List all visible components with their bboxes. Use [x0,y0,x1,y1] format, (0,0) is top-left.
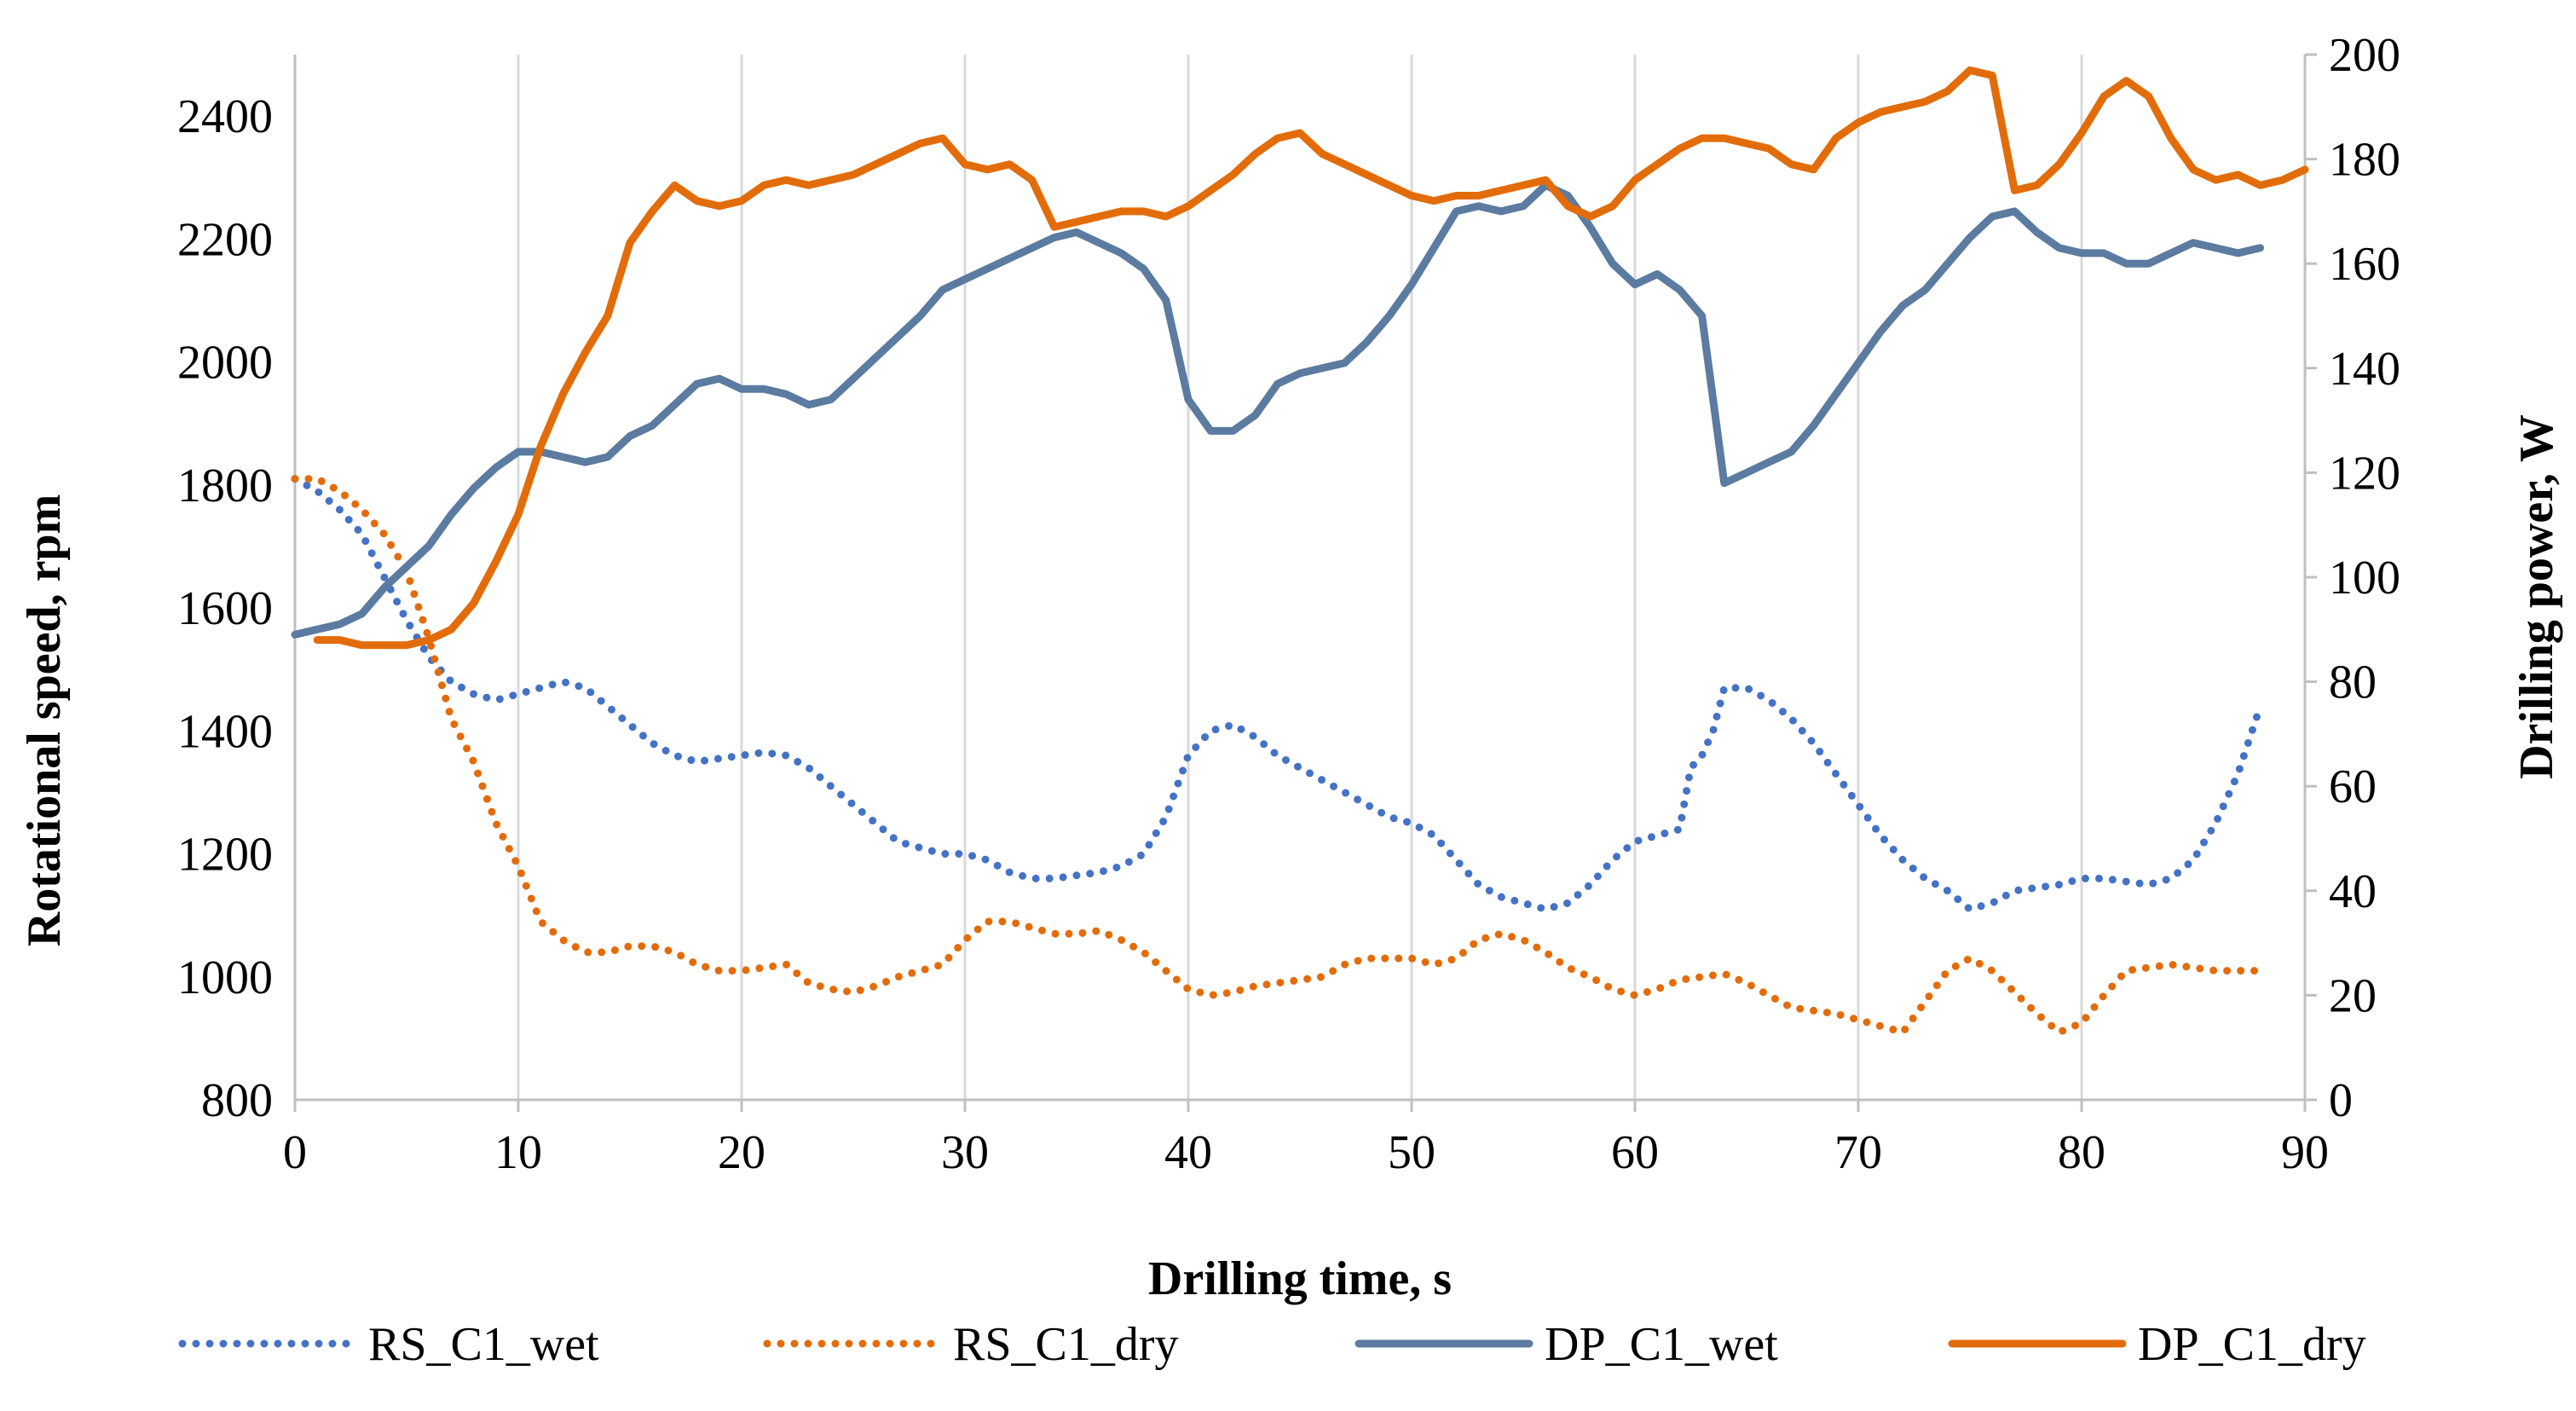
y-right-tick-label-40: 40 [2329,865,2377,918]
x-tick-label-90: 90 [2281,1126,2329,1179]
y-left-tick-label-1000: 1000 [177,951,273,1004]
tick-labels: 0 10 20 30 40 50 60 70 80 90800100012001400160018… [177,29,2400,1179]
y-left-tick-label-2000: 2000 [177,337,273,390]
y-left-tick-label-1200: 1200 [177,829,273,882]
y-left-tick-label-2400: 2400 [177,90,273,143]
y-right-tick-label-60: 60 [2329,760,2377,813]
x-tick-label-0: 0 [283,1126,307,1179]
x-axis-title: Drilling time, s [1148,1252,1452,1305]
gridlines [517,55,2083,1100]
y-right-tick-label-20: 20 [2329,969,2377,1022]
y-right-tick-label-0: 0 [2329,1074,2353,1127]
x-tick-label-40: 40 [1164,1126,1212,1179]
legend-label-rs-c1-wet: RS_C1_wet [368,1318,599,1371]
series-line-dp-c1-wet [291,181,2265,639]
y-right-tick-label-120: 120 [2329,447,2400,500]
y-right-tick-label-180: 180 [2329,134,2400,187]
y-right-tick-label-140: 140 [2329,343,2400,396]
legend-label-dp-c1-wet: DP_C1_wet [1545,1318,1778,1371]
y-left-tick-label-1800: 1800 [177,460,273,512]
x-tick-label-20: 20 [718,1126,765,1179]
legend-label-dp-c1-dry: DP_C1_dry [2138,1318,2366,1371]
series-line-rs-c1-dry [291,475,2265,1037]
y-right-tick-label-80: 80 [2329,656,2377,709]
x-tick-label-60: 60 [1611,1126,1659,1179]
series-lines [291,66,2309,1037]
series-line-rs-c1-wet [291,475,2265,914]
y-right-tick-label-160: 160 [2329,238,2400,291]
legend-label-rs-c1-dry: RS_C1_dry [953,1318,1179,1371]
y-left-tick-label-800: 800 [201,1074,273,1127]
y-right-tick-label-100: 100 [2329,552,2400,604]
x-tick-label-10: 10 [494,1126,542,1179]
x-tick-label-50: 50 [1388,1126,1435,1179]
legend: RS_C1_wet RS_C1_dry DP_C1_wet DP_C1_dry [178,1318,2366,1371]
y-left-tick-label-2200: 2200 [177,213,273,266]
y-left-tick-label-1600: 1600 [177,582,273,635]
x-tick-label-80: 80 [2058,1126,2105,1179]
axes [293,53,2317,1112]
x-tick-label-70: 70 [1834,1126,1882,1179]
y-left-tick-label-1400: 1400 [177,705,273,758]
y-axis-left-title: Rotational speed, rpm [18,494,71,946]
y-axis-right-title: Drilling power, W [2510,414,2563,779]
y-right-tick-label-200: 200 [2329,29,2400,82]
series-line-dp-c1-dry [313,66,2309,650]
x-tick-label-30: 30 [941,1126,989,1179]
